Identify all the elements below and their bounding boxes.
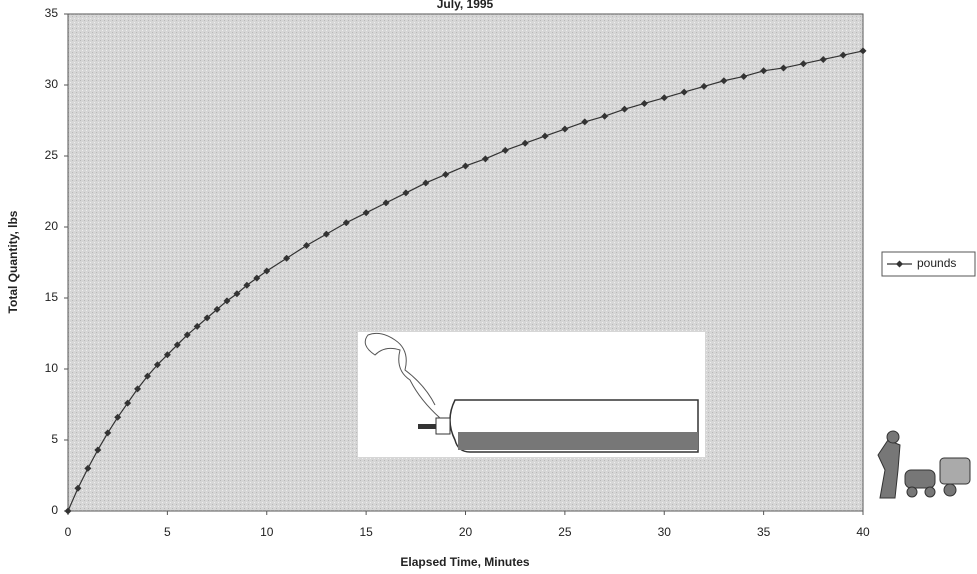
point	[660, 94, 668, 102]
point	[223, 297, 231, 305]
point	[253, 274, 261, 282]
point	[134, 385, 142, 393]
point	[720, 77, 728, 85]
legend-marker	[896, 260, 903, 268]
x-tick-label: 25	[558, 525, 572, 539]
point	[422, 179, 430, 187]
point	[64, 507, 72, 515]
point	[283, 254, 291, 262]
point	[780, 64, 787, 72]
point	[839, 51, 847, 59]
point	[144, 372, 151, 380]
point	[621, 105, 628, 113]
point	[263, 267, 271, 275]
point	[213, 305, 221, 313]
point	[193, 322, 201, 330]
point	[362, 209, 370, 217]
x-tick-label: 10	[260, 525, 274, 539]
point	[233, 290, 241, 298]
y-tick-label: 10	[45, 361, 59, 375]
point	[819, 55, 827, 63]
point	[114, 413, 122, 421]
cylinder-illustration	[358, 332, 705, 457]
point	[243, 281, 251, 289]
x-tick-label: 30	[658, 525, 672, 539]
point	[521, 139, 529, 147]
y-axis-label: Total Quantity, lbs	[6, 210, 20, 313]
point	[74, 484, 82, 492]
x-tick-label: 20	[459, 525, 473, 539]
point	[342, 219, 350, 227]
legend-label: pounds	[917, 256, 956, 270]
point	[84, 464, 92, 472]
point	[561, 125, 569, 133]
point	[481, 155, 489, 163]
y-tick-label: 15	[45, 290, 59, 304]
point	[183, 331, 191, 339]
x-tick-label: 5	[164, 525, 171, 539]
point	[760, 67, 768, 75]
point	[382, 199, 390, 207]
point	[124, 399, 132, 407]
point	[104, 429, 112, 437]
y-tick-label: 5	[51, 432, 58, 446]
x-tick-label: 15	[359, 525, 373, 539]
point	[799, 60, 807, 68]
point	[640, 99, 648, 107]
y-tick-label: 25	[45, 148, 59, 162]
x-tick-label: 40	[856, 525, 870, 539]
y-tick-label: 20	[45, 219, 59, 233]
point	[740, 72, 748, 80]
point	[203, 314, 211, 322]
point	[303, 241, 310, 249]
point	[601, 112, 609, 120]
x-tick-label: 0	[65, 525, 72, 539]
chart-title: July, 1995	[437, 0, 494, 11]
point	[153, 361, 161, 369]
point	[859, 47, 867, 55]
point	[541, 132, 549, 140]
y-tick-label: 0	[51, 503, 58, 517]
point	[94, 446, 102, 454]
point	[173, 341, 181, 349]
point	[442, 170, 450, 178]
point	[680, 88, 688, 96]
y-tick-label: 35	[45, 6, 59, 20]
point	[501, 146, 509, 154]
x-tick-label: 35	[757, 525, 771, 539]
workers-illustration	[877, 430, 971, 499]
point	[581, 118, 589, 126]
point	[163, 351, 171, 359]
y-tick-label: 30	[45, 77, 59, 91]
point	[462, 162, 469, 170]
point	[402, 189, 410, 197]
x-axis-label: Elapsed Time, Minutes	[400, 555, 529, 569]
point	[322, 230, 330, 238]
point	[700, 82, 708, 90]
